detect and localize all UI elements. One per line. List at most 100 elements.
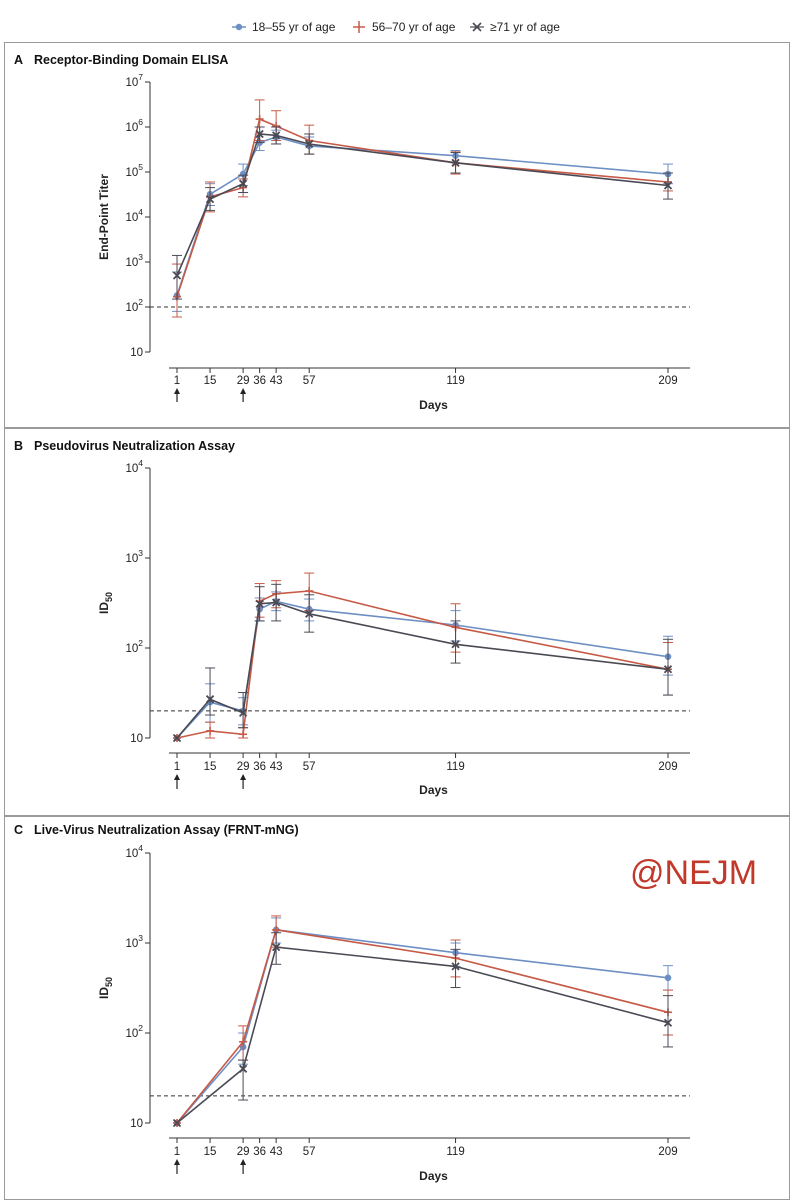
legend-label: 18–55 yr of age <box>252 20 336 34</box>
data-point <box>663 181 673 190</box>
data-point <box>272 131 281 140</box>
dose-arrow-icon <box>174 774 180 780</box>
legend-item: ≥71 yr of age <box>470 18 560 36</box>
x-tick-label: 15 <box>204 761 217 773</box>
y-tick-label: 10 <box>130 733 143 745</box>
y-tick-label: 102 <box>125 638 143 655</box>
series-line <box>176 136 669 296</box>
data-point <box>663 665 673 674</box>
y-tick-label: 105 <box>125 162 143 179</box>
y-axis-label: End-Point Titer <box>97 174 111 260</box>
data-point <box>238 1064 248 1073</box>
dose-arrow-icon <box>240 774 247 780</box>
circle-marker-icon <box>232 23 246 31</box>
plus-marker-icon <box>353 21 365 33</box>
panel-letter: C <box>14 823 23 837</box>
dose-arrow-icon <box>174 388 180 394</box>
y-axis-label: ID50 <box>97 977 114 999</box>
y-tick-label: 102 <box>125 297 143 314</box>
panel-title: Pseudovirus Neutralization Assay <box>34 439 235 453</box>
data-point <box>172 271 182 280</box>
x-tick-label: 29 <box>237 375 250 387</box>
x-axis-label: Days <box>419 1169 448 1183</box>
data-point <box>451 640 460 649</box>
x-tick-label: 15 <box>204 1146 217 1158</box>
y-tick-label: 102 <box>125 1023 143 1040</box>
legend: 18–55 yr of age 56–70 yr of age ≥71 yr of … <box>0 14 796 40</box>
panel-c: C Live-Virus Neutralization Assay (FRNT-m… <box>14 823 690 1183</box>
panel-a: A Receptor-Binding Domain ELISA 10 102 103 10… <box>14 53 690 412</box>
x-tick-label: 119 <box>446 375 464 387</box>
x-tick-label: 57 <box>303 375 316 387</box>
data-point <box>451 158 460 167</box>
panel-frame-b <box>4 428 790 816</box>
data-point <box>272 942 281 952</box>
data-point <box>305 586 314 595</box>
data-point <box>239 730 248 739</box>
x-tick-label: 57 <box>303 761 316 773</box>
x-tick-label: 29 <box>237 761 250 773</box>
series-line <box>176 117 669 297</box>
x-marker-icon <box>470 22 484 32</box>
data-point <box>239 1037 248 1046</box>
series-line <box>176 928 669 1124</box>
y-tick-label: 106 <box>125 117 143 134</box>
panel-b: B Pseudovirus Neutralization Assay 10 102 10… <box>14 439 690 797</box>
x-axis-label: Days <box>419 783 448 797</box>
data-point <box>205 695 215 704</box>
data-point <box>664 974 672 982</box>
x-tick-label: 1 <box>174 1146 180 1158</box>
x-tick-label: 15 <box>204 375 217 387</box>
y-tick-label: 103 <box>125 252 143 269</box>
legend-label: 56–70 yr of age <box>372 20 456 34</box>
data-point <box>172 1118 182 1128</box>
x-axis-label: Days <box>419 398 448 412</box>
series-line <box>176 133 669 276</box>
y-tick-label: 10 <box>130 347 143 359</box>
data-point <box>255 129 264 139</box>
data-point <box>255 599 264 608</box>
x-tick-label: 43 <box>270 761 283 773</box>
data-point <box>238 179 248 188</box>
x-tick-label: 36 <box>253 761 266 773</box>
x-tick-label: 36 <box>253 1146 266 1158</box>
x-tick-label: 209 <box>658 761 677 773</box>
x-tick-label: 57 <box>303 1146 316 1158</box>
y-tick-label: 104 <box>125 207 143 224</box>
data-point <box>172 733 182 743</box>
x-tick-label: 119 <box>446 1146 464 1158</box>
x-tick-label: 29 <box>237 1146 250 1158</box>
panel-letter: B <box>14 439 23 453</box>
panel-title: Live-Virus Neutralization Assay (FRNT-mN… <box>34 823 299 837</box>
y-tick-label: 103 <box>125 933 143 950</box>
data-point <box>205 194 215 204</box>
data-point <box>255 115 264 124</box>
series-line <box>176 946 669 1124</box>
x-tick-label: 119 <box>446 761 464 773</box>
watermark-text: @NEJM <box>630 854 757 892</box>
y-tick-label: 104 <box>125 843 143 860</box>
dose-arrow-icon <box>240 1159 247 1165</box>
x-tick-label: 36 <box>253 375 266 387</box>
x-tick-label: 43 <box>270 375 283 387</box>
data-point <box>663 1018 673 1027</box>
x-tick-label: 209 <box>658 1146 677 1158</box>
y-tick-label: 103 <box>125 548 143 565</box>
panel-frame-a <box>4 42 790 428</box>
x-tick-label: 209 <box>658 375 677 387</box>
y-axis-label: ID50 <box>97 592 114 614</box>
data-point <box>238 708 248 718</box>
legend-label: ≥71 yr of age <box>490 20 560 34</box>
data-point <box>239 170 247 178</box>
panel-title: Receptor-Binding Domain ELISA <box>34 53 228 67</box>
data-point <box>206 726 215 735</box>
data-point <box>451 962 460 971</box>
series-line <box>176 601 669 739</box>
dose-arrow-icon <box>240 388 247 394</box>
y-tick-label: 107 <box>125 72 143 89</box>
series-line <box>176 928 669 1124</box>
data-point <box>305 609 314 618</box>
x-tick-label: 43 <box>270 1146 283 1158</box>
